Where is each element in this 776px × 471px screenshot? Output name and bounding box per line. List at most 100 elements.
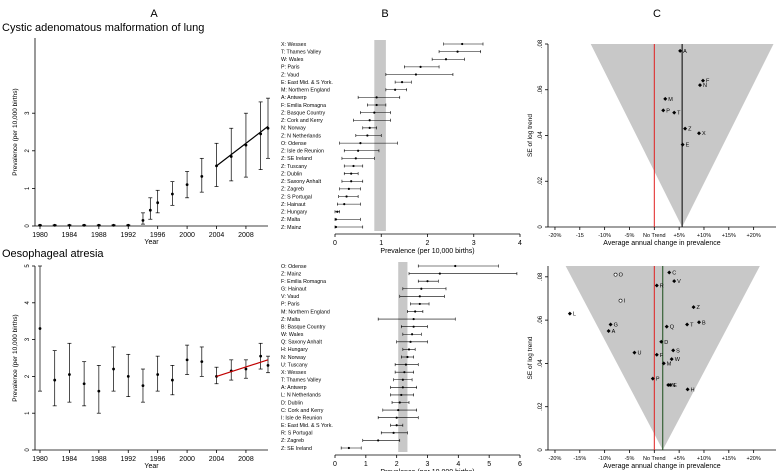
forest-row-label: L: N Netherlands	[281, 393, 321, 399]
y-tick-label: 3	[25, 111, 31, 115]
forest-row: X: Wessex	[281, 370, 414, 376]
point-label: E	[686, 143, 690, 149]
estimate-marker	[456, 50, 459, 53]
y-axis-label: Prevalence (per 10,000 births)	[12, 314, 19, 401]
data-point	[266, 97, 270, 159]
x-tick-label: +15%	[722, 456, 736, 462]
x-tick-label: 6	[518, 461, 522, 468]
point-label: Z	[697, 305, 701, 311]
x-tick-label: 4	[518, 240, 522, 247]
x-tick-label: 1980	[32, 232, 48, 239]
funnel-point: P	[650, 376, 660, 383]
forest-row-label: Z: N Netherlands	[281, 133, 321, 139]
data-marker	[200, 360, 204, 364]
data-point	[67, 342, 72, 403]
funnel-point: X	[697, 131, 706, 137]
funnel-point: A	[678, 48, 687, 55]
x-tick-label: 2	[395, 461, 399, 468]
data-point	[155, 189, 160, 214]
point-label: M	[667, 361, 672, 367]
point-marker	[685, 387, 690, 392]
data-point	[258, 342, 263, 370]
forest-row: N: Norway	[281, 355, 414, 361]
estimate-marker	[406, 355, 409, 359]
data-point	[155, 355, 160, 392]
y-tick-label: 5	[25, 264, 31, 268]
forest-row-label: Z: Cork and Kerry	[281, 118, 323, 124]
forest-row-label: Z: Zagreb	[281, 187, 304, 193]
funnel-point: F	[654, 352, 664, 359]
point-marker	[680, 142, 685, 147]
estimate-marker	[426, 280, 429, 283]
estimate-marker	[454, 264, 457, 268]
data-point	[96, 223, 101, 227]
forest-row-label: A: Antwerp	[281, 95, 307, 101]
x-tick-label: +10%	[697, 233, 711, 239]
forest-row: V: Vaud	[281, 294, 445, 300]
y-tick-label: .06	[538, 85, 544, 94]
estimate-marker	[395, 416, 398, 419]
estimate-marker	[392, 431, 395, 434]
cam-C-chart: 0 .02 .04 .06 .08 -20% -15 -10% -5% No Trend +5% +1…	[527, 39, 776, 247]
data-point	[82, 361, 87, 407]
data-marker	[53, 223, 57, 227]
point-label: N	[703, 83, 707, 89]
forest-row: Z: Zagreb	[281, 187, 361, 193]
point-marker	[664, 324, 669, 329]
forest-row-label: F: Emilia Romagna	[281, 279, 326, 285]
y-tick-label: .08	[538, 39, 544, 48]
data-point	[126, 223, 131, 227]
funnel-point: A	[606, 328, 616, 335]
funnel-point: Q	[664, 324, 675, 331]
y-tick-label: 1	[25, 411, 31, 415]
forest-row: E: East Mid. & S York.	[281, 80, 412, 86]
data-marker	[148, 208, 152, 212]
point-marker	[698, 83, 703, 88]
forest-row-label: X: Wessex	[281, 42, 307, 48]
data-point	[229, 359, 234, 381]
funnel-point: H	[685, 387, 695, 393]
forest-row: Z: Basque Country	[281, 110, 391, 116]
estimate-marker	[350, 180, 353, 183]
point-label: G	[614, 322, 618, 328]
point-marker	[672, 110, 677, 115]
data-point	[67, 223, 72, 227]
point-marker	[697, 320, 702, 325]
forest-row: Z: SE Ireland	[281, 156, 375, 162]
forest-row-label: R: S Portugal	[281, 431, 313, 437]
forest-row-label: H: Hungary	[281, 347, 308, 353]
x-tick-label: -5%	[625, 456, 635, 462]
x-tick-label: -10%	[598, 233, 611, 239]
data-marker	[126, 375, 130, 378]
forest-row-label: Z: Dublin	[281, 171, 302, 177]
forest-row-label: Z: Malta	[281, 317, 300, 323]
x-tick-label: 5	[487, 461, 491, 468]
forest-row-label: O: Odense	[281, 141, 307, 147]
data-marker	[38, 223, 42, 227]
forest-row: Z: Hungary	[281, 210, 340, 216]
x-tick-label: No Trend	[643, 233, 666, 239]
point-label: T	[677, 111, 681, 117]
forest-row: L: N Netherlands	[281, 393, 414, 399]
data-point	[140, 368, 145, 403]
data-marker	[200, 174, 204, 178]
estimate-marker	[410, 333, 414, 336]
point-marker	[685, 322, 690, 327]
data-marker	[112, 367, 115, 371]
forest-row-label: W: Wales	[281, 332, 304, 338]
forest-row-label: Z: Tuscany	[281, 164, 307, 170]
forest-row: P: Paris	[281, 65, 440, 71]
x-tick-label: 1984	[62, 456, 78, 463]
estimate-marker	[409, 340, 412, 343]
point-marker	[632, 350, 637, 355]
funnel-point: P	[661, 108, 670, 114]
estimate-marker	[414, 310, 417, 313]
forest-row-label: Z: Hainaut	[281, 202, 306, 208]
point-label: O	[619, 273, 624, 279]
funnel-point: S	[671, 348, 680, 354]
estimate-marker	[400, 393, 403, 397]
data-point	[243, 359, 248, 379]
data-marker	[259, 354, 263, 358]
cam-B-chart: 0 1 2 3 4 Prevalence (per 10,000 births) X: We…	[281, 40, 522, 255]
forest-row-label: P: Paris	[281, 302, 300, 308]
